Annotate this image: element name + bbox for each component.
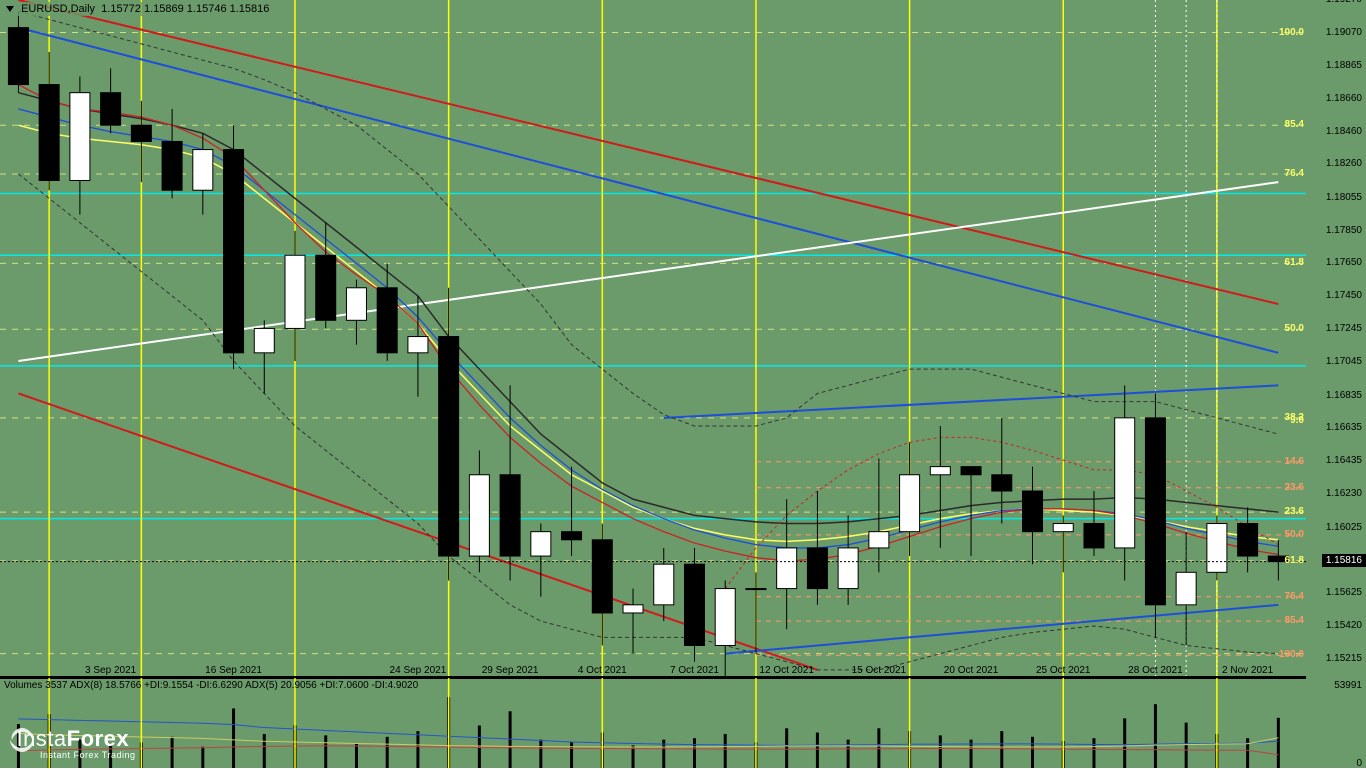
y-tick: 1.17245 [1326,323,1362,334]
y-tick: 1.15625 [1326,587,1362,598]
x-tick: 15 Oct 2021 [852,665,906,676]
logo: InstaForex Instant Forex Trading [8,726,136,760]
x-tick: 2 Nov 2021 [1222,665,1273,676]
indicator-y-tick: 53991 [1334,680,1362,691]
x-tick: 3 Sep 2021 [85,665,136,676]
fib-label: 100.0 [1279,27,1304,38]
y-tick: 1.16835 [1326,390,1362,401]
fib-label: 50.0 [1285,529,1304,540]
fib-label: 85.4 [1285,119,1304,130]
fib-label: 23.6 [1285,506,1304,517]
x-tick: 12 Oct 2021 [759,665,813,676]
indicator-y-tick: 0 [1356,758,1362,769]
title-bar: EURUSD,Daily 1.15772 1.15869 1.15746 1.1… [4,2,271,16]
timeframe-label: Daily [71,3,95,15]
x-tick: 4 Oct 2021 [578,665,627,676]
y-tick: 1.16435 [1326,455,1362,466]
y-tick: 1.15420 [1326,620,1362,631]
x-tick: 7 Oct 2021 [670,665,719,676]
x-tick: 20 Oct 2021 [944,665,998,676]
y-tick: 1.18660 [1326,93,1362,104]
x-tick: 28 Oct 2021 [1128,665,1182,676]
fib-label: 61.8 [1285,257,1304,268]
y-tick: 1.17650 [1326,257,1362,268]
fib-label: 85.4 [1285,615,1304,626]
x-tick: 25 Oct 2021 [1036,665,1090,676]
fib-label: 100.0 [1279,649,1304,660]
current-price-box: 1.15816 [1322,554,1366,567]
fib-label: 23.6 [1285,482,1304,493]
y-tick: 1.16230 [1326,488,1362,499]
indicator-text: Volumes 3537 ADX(8) 18.5766 +DI:9.1554 -… [4,680,418,691]
x-tick: 29 Sep 2021 [482,665,539,676]
logo-brand-b: Forex [67,726,129,751]
y-tick: 1.16635 [1326,422,1362,433]
y-tick: 1.18460 [1326,126,1362,137]
y-tick: 1.16025 [1326,522,1362,533]
chart-container: EURUSD,Daily 1.15772 1.15869 1.15746 1.1… [0,0,1366,768]
dropdown-icon[interactable] [6,6,14,12]
y-tick: 1.17045 [1326,356,1362,367]
y-tick: 1.17850 [1326,225,1362,236]
x-tick: 24 Sep 2021 [390,665,447,676]
y-tick: 1.18865 [1326,60,1362,71]
y-tick: 1.15215 [1326,653,1362,664]
fib-label: 14.6 [1285,456,1304,467]
y-tick: 1.18055 [1326,192,1362,203]
x-tick: 16 Sep 2021 [205,665,262,676]
y-axis: 1.19270 1.19070 1.18865 1.18660 1.18460 1.182… [1306,0,1366,768]
fib-label: 76.4 [1285,591,1304,602]
fib-label: 76.4 [1285,168,1304,179]
symbol-label: EURUSD [21,3,67,15]
y-tick: 1.18260 [1326,158,1362,169]
y-tick: 1.17450 [1326,290,1362,301]
y-tick: 1.19070 [1326,27,1362,38]
logo-subtitle: Instant Forex Trading [40,750,136,760]
y-tick: 1.19270 [1326,0,1362,5]
fib-label: 9.0 [1290,415,1304,426]
price-chart[interactable] [0,0,1306,678]
fib-label: 50.0 [1285,323,1304,334]
fib-label: 61.8 [1285,555,1304,566]
indicator-panel[interactable] [0,678,1306,768]
ohlc-text: 1.15772 1.15869 1.15746 1.15816 [101,3,269,15]
